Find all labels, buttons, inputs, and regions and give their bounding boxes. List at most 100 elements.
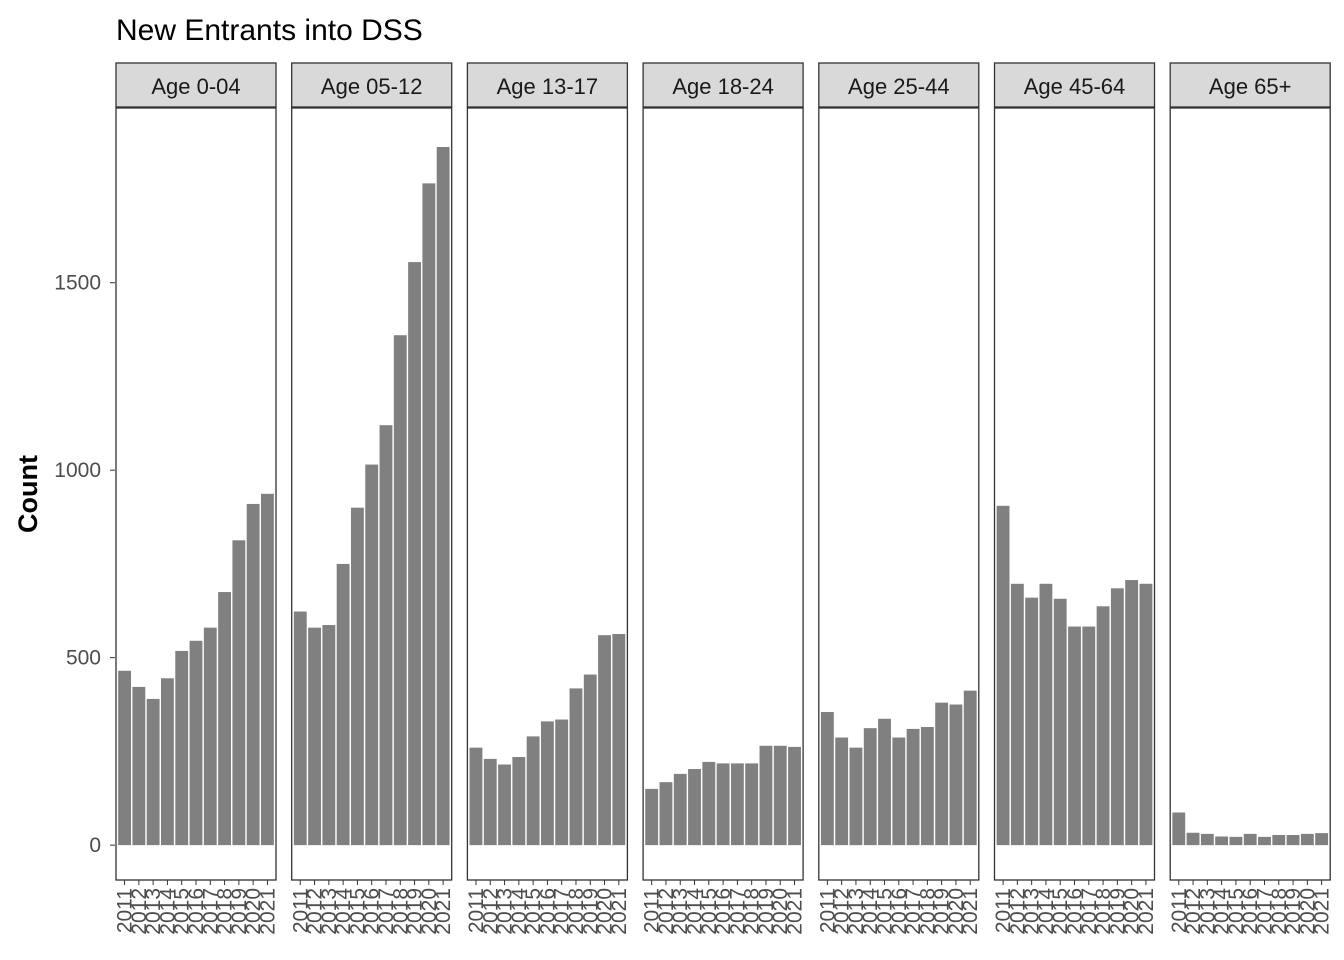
bar [612, 634, 626, 846]
bar [788, 746, 801, 846]
x-tick-label: 2011 [816, 888, 839, 933]
bar [1025, 597, 1039, 846]
bar [835, 737, 849, 846]
x-tick-label: 2020 [945, 888, 968, 935]
bar [1229, 836, 1243, 846]
bar [1186, 832, 1200, 846]
x-tick-label: 2019 [579, 888, 602, 935]
x-tick-label: 2012 [655, 888, 678, 935]
x-tick-label: 2019 [931, 888, 954, 935]
bar [232, 540, 246, 846]
facet-strip [993, 62, 1156, 108]
x-tick-label: 2015 [522, 888, 545, 935]
x-tick-label: 2011 [465, 888, 488, 933]
x-tick-label: 2019 [755, 888, 778, 935]
bar [1200, 833, 1214, 846]
bar [996, 505, 1010, 846]
bar [1039, 583, 1053, 846]
bar [820, 712, 834, 846]
facet-strip [1169, 62, 1331, 108]
facet-strip-label: Age 18-24 [672, 74, 774, 99]
chart-title: New Entrants into DSS [116, 14, 423, 47]
bar [1068, 626, 1081, 846]
x-tick-label: 2013 [142, 888, 165, 935]
facet-panel: Age 05-122011201220132014201520162017201… [289, 62, 455, 935]
bar [1272, 835, 1286, 846]
bar [469, 747, 483, 846]
bar [688, 769, 701, 846]
facet-strip-label: Age 65+ [1209, 74, 1292, 99]
x-tick-label: 2018 [565, 888, 588, 935]
x-tick-label: 2015 [698, 888, 721, 935]
x-tick-label: 2019 [228, 888, 251, 935]
bar [408, 262, 421, 846]
x-tick-label: 2017 [375, 888, 398, 935]
facet-panel: Age 18-242011201220132014201520162017201… [641, 62, 807, 935]
bar [379, 425, 393, 846]
x-tick-label: 2021 [1135, 888, 1158, 935]
facet-panel: Age 45-64 2011201220132014201520162017201… [992, 62, 1158, 935]
x-tick-label: 2015 [1225, 888, 1248, 935]
x-tick-label: 2014 [1211, 888, 1234, 935]
bar [218, 592, 231, 846]
bar [293, 611, 307, 846]
bar [598, 635, 611, 846]
bar [365, 464, 379, 846]
bar [555, 719, 569, 846]
bar [569, 688, 583, 846]
facet-strip [115, 62, 277, 108]
bar [1110, 588, 1124, 846]
x-tick-label: 2018 [916, 888, 939, 935]
bar [261, 493, 274, 846]
bar [175, 650, 189, 846]
bar [878, 718, 891, 846]
bar [1125, 580, 1139, 846]
bar [963, 690, 977, 846]
x-tick-label: 2018 [214, 888, 237, 935]
x-tick-label: 2017 [199, 888, 222, 935]
x-tick-label: 2011 [992, 888, 1015, 933]
x-tick-label: 2017 [726, 888, 749, 935]
bar [773, 745, 787, 846]
x-tick-label: 2021 [959, 888, 982, 935]
bar [1082, 626, 1096, 846]
bar [540, 721, 554, 846]
bar [716, 763, 730, 846]
bar [1096, 606, 1110, 846]
facet-strip-label: Age 0-04 [151, 74, 240, 99]
x-tick-label: 2020 [1121, 888, 1144, 935]
x-tick-label: 2017 [1078, 888, 1101, 935]
x-tick-label: 2018 [389, 888, 412, 935]
bar [350, 507, 364, 846]
x-tick-label: 2014 [1035, 888, 1058, 935]
bar [436, 146, 450, 846]
bar [730, 763, 744, 846]
bar [1010, 583, 1024, 846]
facet-strip [291, 62, 453, 108]
x-tick-label: 2016 [888, 888, 911, 935]
x-tick-label: 2012 [831, 888, 854, 935]
bar [935, 702, 949, 846]
x-tick-label: 2015 [874, 888, 897, 935]
x-tick-label: 2013 [1021, 888, 1044, 935]
x-tick-label: 2011 [289, 888, 312, 933]
x-tick-label: 2017 [902, 888, 925, 935]
x-tick-label: 2020 [1296, 888, 1319, 935]
y-tick-label: 0 [89, 834, 101, 857]
x-tick-label: 2013 [1196, 888, 1219, 935]
x-tick-label: 2021 [1311, 888, 1334, 935]
x-tick-label: 2011 [114, 888, 137, 933]
x-tick-label: 2012 [479, 888, 502, 935]
bar [118, 670, 131, 846]
panel-border [1169, 107, 1331, 881]
facet-strip-label: Age 45-64 [1024, 74, 1126, 99]
bar [920, 727, 934, 846]
facet-strip-label: Age 05-12 [321, 74, 423, 99]
x-tick-label: 2012 [128, 888, 151, 935]
x-tick-label: 2015 [171, 888, 194, 935]
x-tick-label: 2012 [1006, 888, 1029, 935]
x-tick-label: 2019 [1106, 888, 1129, 935]
x-tick-label: 2021 [432, 888, 455, 935]
x-tick-label: 2012 [1182, 888, 1205, 935]
